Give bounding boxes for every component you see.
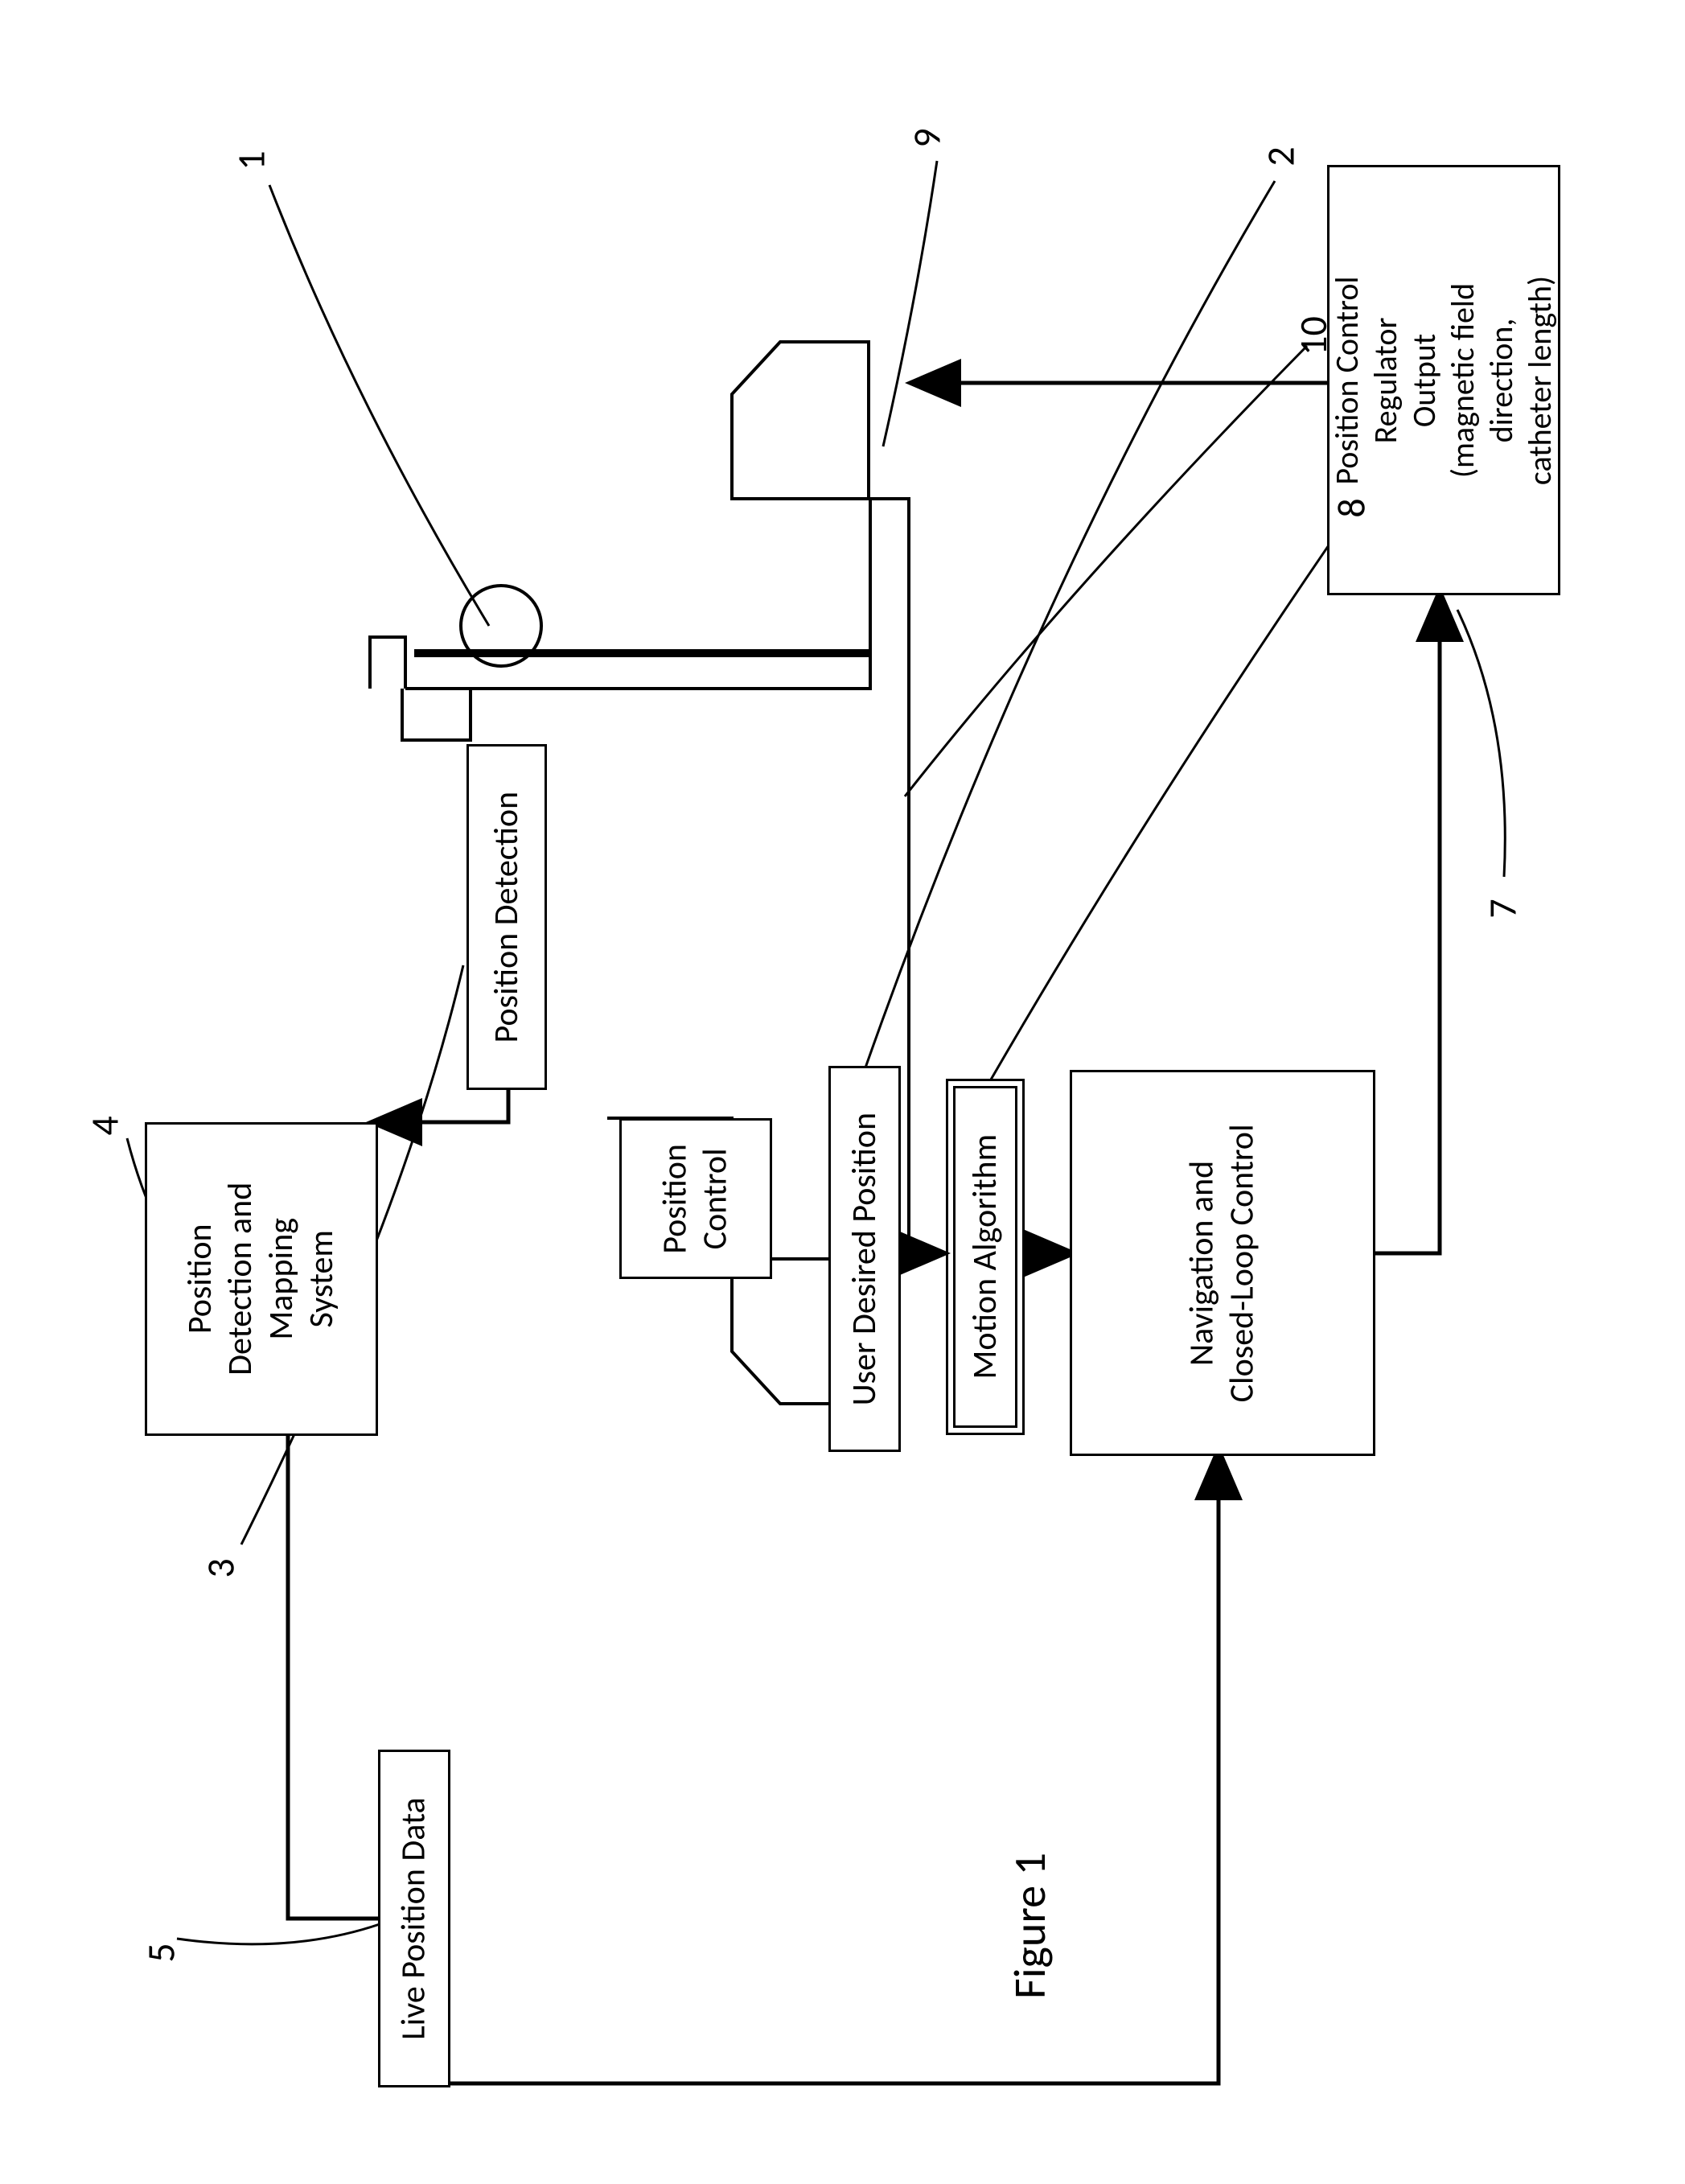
label-pos-det-map: Position Detection and Mapping System bbox=[180, 1173, 343, 1385]
box-pos-control: Position Control bbox=[619, 1118, 772, 1279]
box-reg-output: Position Control Regulator Output (magne… bbox=[1327, 165, 1560, 595]
callout-7: 7 bbox=[1479, 899, 1527, 918]
figure-label: Figure 1 bbox=[1003, 1853, 1058, 1999]
callout-1: 1 bbox=[228, 150, 275, 170]
label-pos-control: Position Control bbox=[656, 1133, 737, 1265]
box-pos-detection: Position Detection bbox=[466, 744, 547, 1090]
box-motion-alg: Motion Algorithm bbox=[953, 1086, 1017, 1428]
callout-2: 2 bbox=[1257, 146, 1305, 166]
label-reg-output: Position Control Regulator Output (magne… bbox=[1328, 274, 1560, 487]
label-live-pos-data: Live Position Data bbox=[394, 1797, 434, 2040]
box-nav-control: Navigation and Closed-Loop Control bbox=[1070, 1070, 1375, 1456]
callout-leaders bbox=[127, 161, 1505, 1944]
callout-9: 9 bbox=[903, 128, 951, 147]
label-pos-detection: Position Detection bbox=[487, 792, 527, 1043]
callout-4: 4 bbox=[81, 1116, 129, 1135]
callout-3: 3 bbox=[197, 1558, 245, 1577]
callout-10: 10 bbox=[1289, 316, 1337, 356]
label-motion-alg: Motion Algorithm bbox=[965, 1134, 1005, 1380]
box-live-pos-data: Live Position Data bbox=[378, 1750, 450, 2087]
label-nav-control: Navigation and Closed-Loop Control bbox=[1182, 1121, 1264, 1405]
box-pos-det-map: Position Detection and Mapping System bbox=[145, 1122, 378, 1436]
callout-8: 8 bbox=[1328, 498, 1375, 517]
box-user-desired: User Desired Position bbox=[828, 1066, 901, 1452]
label-user-desired: User Desired Position bbox=[845, 1113, 885, 1405]
callout-5: 5 bbox=[138, 1943, 185, 1962]
